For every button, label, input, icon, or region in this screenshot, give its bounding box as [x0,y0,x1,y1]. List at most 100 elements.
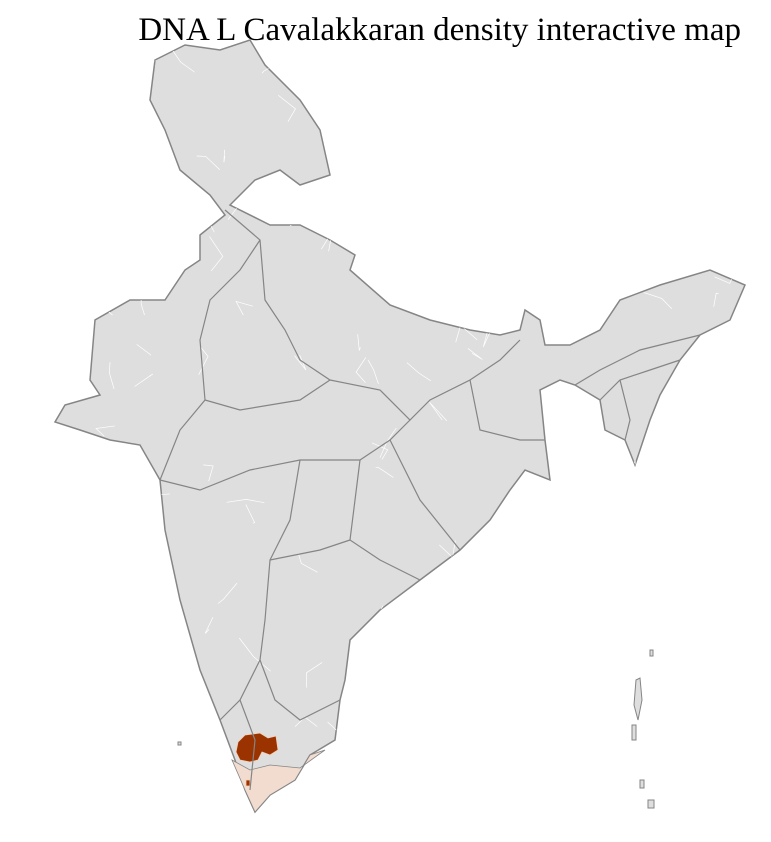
district-border [123,64,155,90]
district-border [84,327,92,348]
district-border [131,606,149,627]
district-border [109,52,124,72]
district-border [357,334,361,351]
district-border [138,656,151,678]
district-border [713,292,719,307]
district-border [555,81,581,93]
district-border [482,772,501,783]
district-border [568,580,597,591]
district-border [590,257,608,276]
district-border [95,203,111,232]
district-border [138,580,155,609]
district-border [297,553,318,573]
district-border [525,532,553,549]
district-border [565,421,585,440]
district-border [55,489,70,516]
district-border [119,640,150,648]
district-border [134,373,153,387]
india-mainland[interactable] [53,39,746,814]
district-border [121,758,137,784]
district-border [217,582,238,604]
district-border [685,193,704,207]
district-border [93,762,107,779]
district-border [560,285,585,314]
district-border [375,223,392,237]
district-border [490,215,512,232]
district-border [204,616,214,634]
district-border [369,775,389,807]
district-border [512,499,533,516]
district-border [576,632,592,647]
district-border [136,344,152,356]
district-border [149,219,167,230]
district-border [716,400,737,425]
district-border [684,574,700,588]
district-border [509,75,518,100]
district-border [360,216,376,222]
district-border [716,715,728,738]
district-border [409,725,429,747]
district-border [716,508,724,516]
district-border [55,629,57,657]
district-border [134,740,158,749]
district-border [481,88,488,108]
district-border [568,514,576,540]
district-border [707,40,722,54]
district-border [238,637,271,672]
district-border [492,764,525,776]
district-border [223,149,226,163]
district-border [615,64,646,93]
high-density-region[interactable] [235,732,279,763]
district-border [292,788,308,808]
district-border [203,464,214,482]
district-border [595,295,609,314]
district-border [665,779,679,798]
district-border [565,535,590,571]
district-border [245,504,256,524]
district-border [55,182,64,204]
district-border [575,647,592,658]
district-border [446,174,469,184]
district-border [355,357,367,383]
district-border [467,348,483,360]
district-border [147,271,165,290]
district-border [108,277,128,301]
district-border [375,466,394,478]
district-border [56,205,69,226]
district-border [730,71,745,105]
district-border [99,721,109,734]
district-border [492,574,528,592]
district-border [116,536,137,557]
district-border [533,140,561,145]
low-density-region[interactable] [231,749,326,813]
district-border [442,270,470,291]
district-border [594,144,611,171]
district-border [716,140,733,179]
district-border [346,106,366,113]
district-border [482,328,492,348]
district-border [66,206,100,214]
district-border [357,718,374,732]
district-border [294,354,307,371]
district-border [487,712,513,733]
district-border [483,550,497,578]
high-density-region[interactable] [245,779,251,787]
andaman-nicobar-islands[interactable] [177,649,655,809]
district-border [97,708,122,722]
district-border [55,792,58,812]
district-border [633,769,640,785]
district-border [165,660,173,670]
district-border [353,704,373,716]
district-border [278,94,296,122]
district-border [406,362,431,382]
district-border [196,155,221,170]
district-border [448,198,453,215]
district-border [358,96,384,102]
district-border [367,359,379,384]
district-border [579,591,604,605]
district-border [106,55,123,71]
district-border [369,74,396,81]
district-border [55,317,59,339]
state-borders [159,209,701,791]
